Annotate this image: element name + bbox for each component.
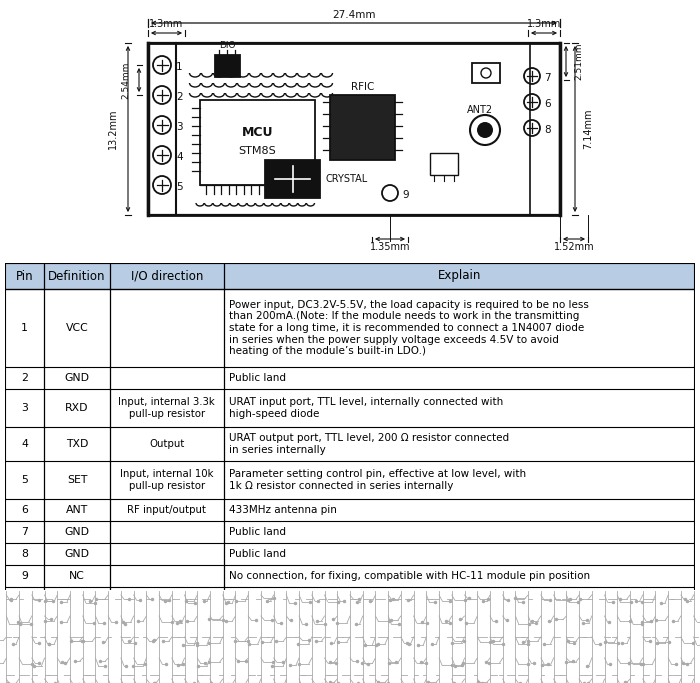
Text: Parameter setting control pin, effective at low level, with
1k Ω resistor connec: Parameter setting control pin, effective… <box>229 469 526 491</box>
Bar <box>5 565 695 587</box>
Bar <box>5 389 695 427</box>
Text: SET: SET <box>67 475 88 485</box>
Text: GND: GND <box>64 527 90 537</box>
Text: I/O direction: I/O direction <box>131 270 203 283</box>
Text: 1: 1 <box>176 62 183 72</box>
Text: 3: 3 <box>21 403 28 413</box>
Text: IPEX20279-001E-03 antenna socket: IPEX20279-001E-03 antenna socket <box>229 593 415 603</box>
Text: Output: Output <box>149 439 185 449</box>
Text: 5: 5 <box>21 475 28 485</box>
Text: 1: 1 <box>21 323 28 333</box>
Text: ANT2: ANT2 <box>10 615 39 625</box>
Text: Input, internal 10k
pull-up resistor: Input, internal 10k pull-up resistor <box>120 469 214 491</box>
Text: 4: 4 <box>176 152 183 162</box>
Text: 7.14mm: 7.14mm <box>583 109 593 150</box>
Text: 4: 4 <box>21 439 28 449</box>
Bar <box>265 160 320 198</box>
Text: 433MHz antenna pin: 433MHz antenna pin <box>229 505 337 515</box>
Bar <box>200 100 315 185</box>
Text: No connection, for fixing, compatible with HC-11 module pin position: No connection, for fixing, compatible wi… <box>229 571 590 581</box>
Text: RF input/output: RF input/output <box>127 615 206 625</box>
Text: VCC: VCC <box>66 323 88 333</box>
Text: 1.3mm: 1.3mm <box>149 19 183 29</box>
Bar <box>5 263 695 289</box>
Text: RF input/output: RF input/output <box>127 593 206 603</box>
Text: 2: 2 <box>176 92 183 102</box>
Bar <box>5 289 695 367</box>
Bar <box>5 609 695 631</box>
Text: ANT: ANT <box>66 615 88 625</box>
Text: 2.54mm: 2.54mm <box>122 61 130 98</box>
Text: 1.35mm: 1.35mm <box>370 242 410 252</box>
Text: ANT1: ANT1 <box>10 593 39 603</box>
Bar <box>5 427 695 461</box>
Text: MCU: MCU <box>241 126 273 139</box>
Text: Explain: Explain <box>438 270 481 283</box>
Text: 9: 9 <box>402 190 409 200</box>
Bar <box>5 367 695 389</box>
Text: Power input, DC3.2V-5.5V, the load capacity is required to be no less
than 200mA: Power input, DC3.2V-5.5V, the load capac… <box>229 300 589 357</box>
Text: ANT2: ANT2 <box>467 105 493 115</box>
Bar <box>5 543 695 565</box>
FancyBboxPatch shape <box>148 43 560 215</box>
Text: 6: 6 <box>544 99 551 109</box>
Text: Public land: Public land <box>229 549 286 559</box>
Text: CRYSTAL: CRYSTAL <box>325 174 368 184</box>
Text: 8: 8 <box>544 125 551 135</box>
Text: 7: 7 <box>544 73 551 83</box>
Text: 27.4mm: 27.4mm <box>332 10 376 20</box>
Text: 9: 9 <box>21 571 28 581</box>
Text: 1.3mm: 1.3mm <box>527 19 561 29</box>
Bar <box>330 95 395 160</box>
Text: URAT input port, TTL level, internally connected with
high-speed diode: URAT input port, TTL level, internally c… <box>229 398 503 419</box>
Text: 2: 2 <box>21 373 28 383</box>
Text: URAT output port, TTL level, 200 Ω resistor connected
in series internally: URAT output port, TTL level, 200 Ω resis… <box>229 433 509 455</box>
Text: Public land: Public land <box>229 527 286 537</box>
Text: Public land: Public land <box>229 373 286 383</box>
Text: 1.52mm: 1.52mm <box>554 242 594 252</box>
Text: NC: NC <box>69 571 85 581</box>
Text: Definition: Definition <box>48 270 106 283</box>
Text: RFIC: RFIC <box>351 82 374 92</box>
Text: Pin: Pin <box>16 270 34 283</box>
Text: 6: 6 <box>21 505 28 515</box>
Bar <box>5 461 695 499</box>
Bar <box>472 63 500 83</box>
Bar <box>5 587 695 609</box>
Circle shape <box>477 122 493 138</box>
Text: 3: 3 <box>176 122 183 132</box>
Text: Input, internal 3.3k
pull-up resistor: Input, internal 3.3k pull-up resistor <box>118 398 215 419</box>
Text: RF input/output: RF input/output <box>127 505 206 515</box>
Bar <box>430 153 458 175</box>
Text: 8: 8 <box>21 549 28 559</box>
Text: GND: GND <box>64 373 90 383</box>
Text: DIO: DIO <box>218 40 235 49</box>
Text: 433MHz spring antenna welding hole: 433MHz spring antenna welding hole <box>229 615 423 625</box>
Bar <box>5 499 695 521</box>
Text: ANT: ANT <box>66 593 88 603</box>
Text: ANT: ANT <box>66 505 88 515</box>
Text: TXD: TXD <box>66 439 88 449</box>
Text: GND: GND <box>64 549 90 559</box>
Text: 7: 7 <box>21 527 28 537</box>
Text: 5: 5 <box>176 182 183 192</box>
Bar <box>5 521 695 543</box>
Text: 2.51mm: 2.51mm <box>575 43 584 80</box>
Text: 13.2mm: 13.2mm <box>108 109 118 150</box>
Text: STM8S: STM8S <box>239 145 276 156</box>
Bar <box>215 55 240 77</box>
Text: RXD: RXD <box>65 403 89 413</box>
